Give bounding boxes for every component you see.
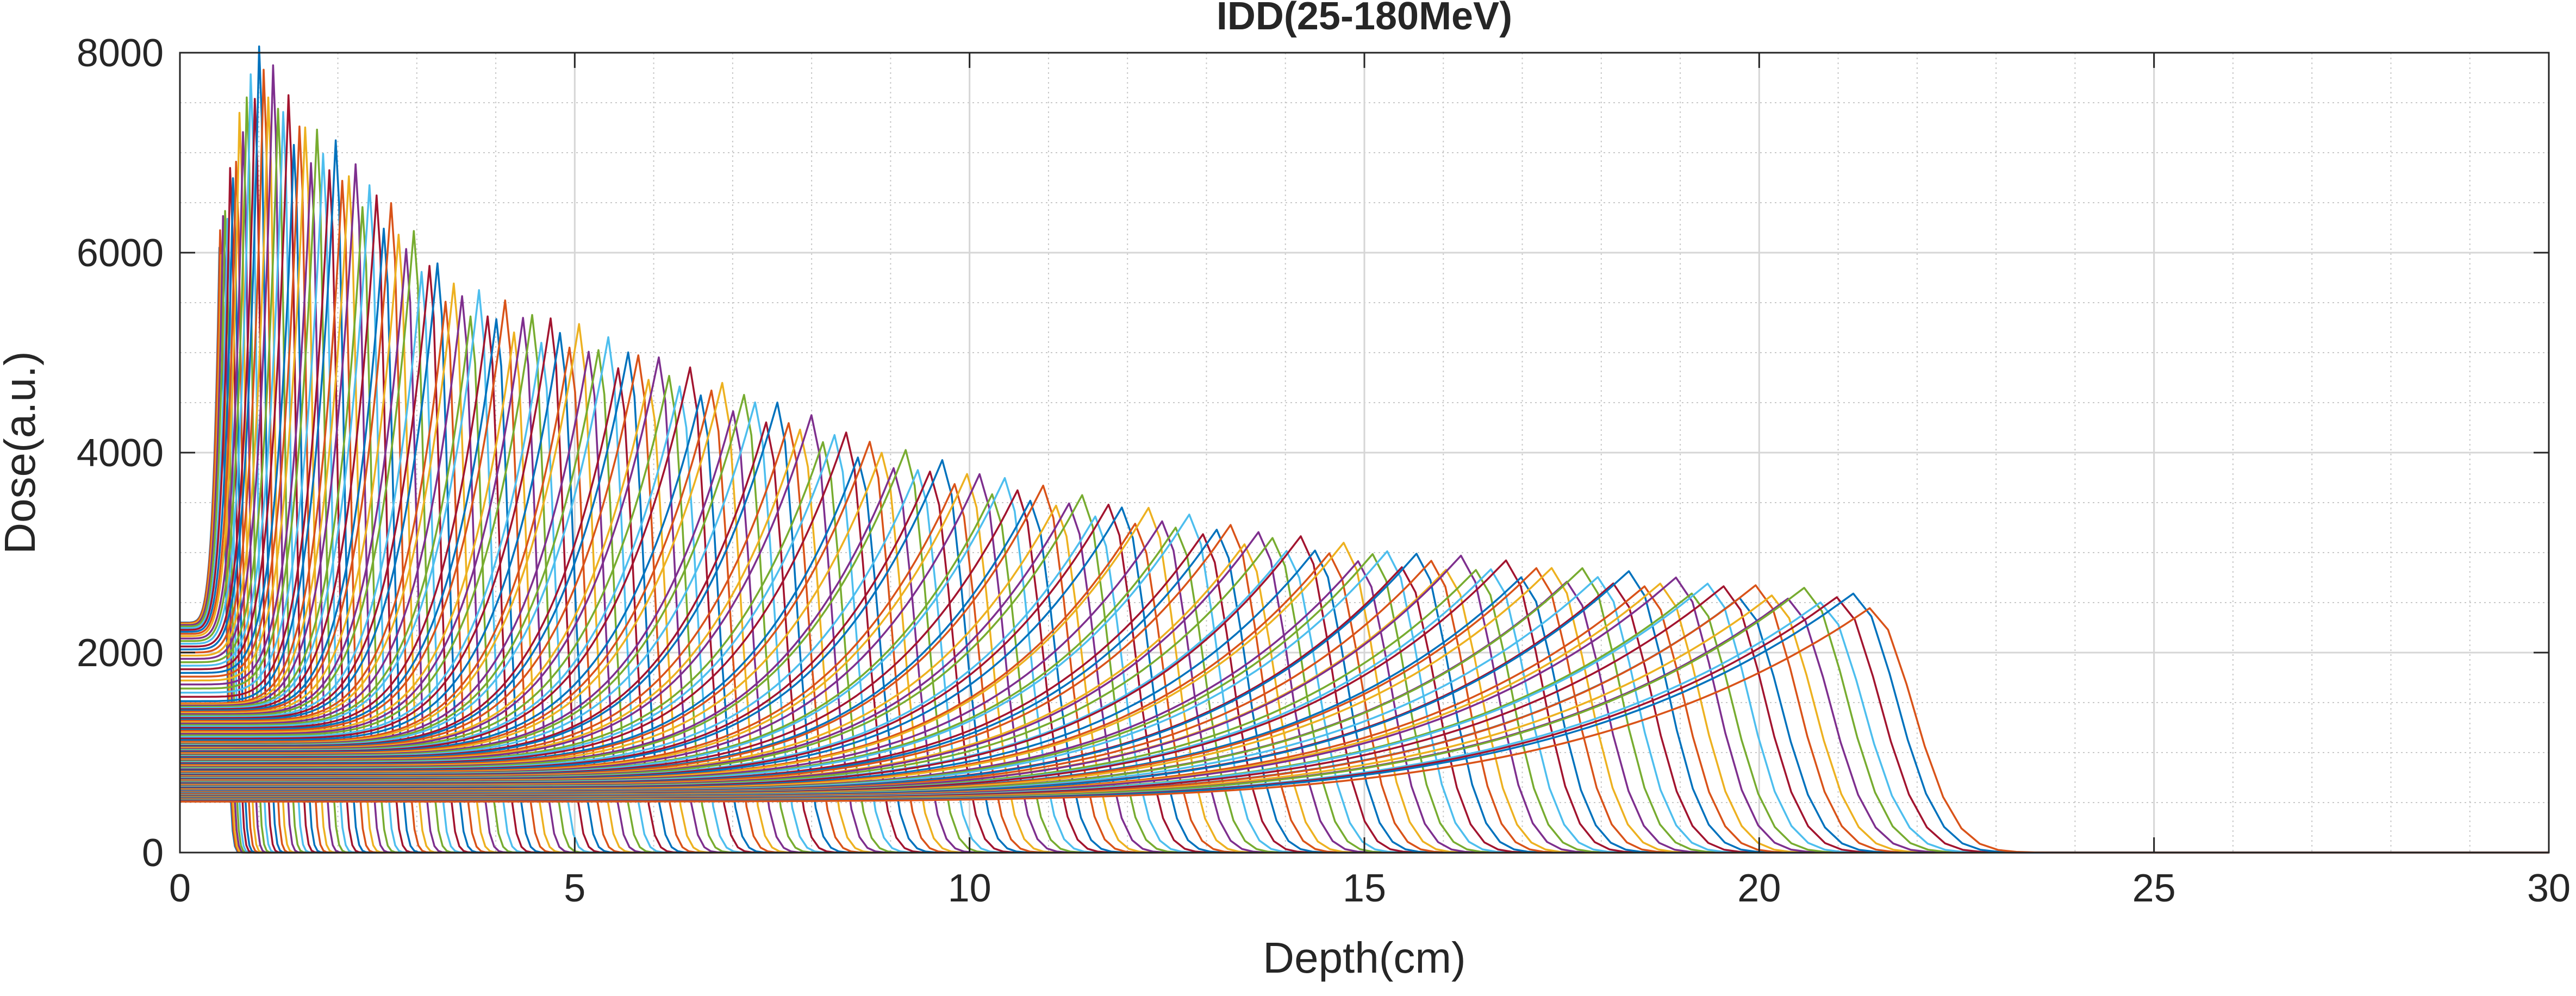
idd-curve: [180, 111, 2549, 854]
x-tick-label: 25: [2132, 867, 2176, 910]
idd-curve: [180, 143, 2549, 854]
x-tick-label: 15: [1343, 867, 1386, 910]
y-tick-label: 2000: [77, 631, 164, 675]
idd-curve: [180, 402, 2549, 854]
x-tick-label: 30: [2527, 867, 2571, 910]
idd-curve: [180, 125, 2549, 854]
idd-curve: [180, 346, 2549, 854]
idd-curve: [180, 331, 2549, 854]
y-tick-label: 4000: [77, 431, 164, 475]
idd-curve: [180, 271, 2549, 854]
idd-curve: [180, 471, 2549, 854]
x-axis-label: Depth(cm): [1263, 934, 1465, 982]
x-tick-label: 10: [948, 867, 991, 910]
idd-curve: [180, 315, 2549, 854]
idd-curve: [180, 282, 2549, 854]
idd-curve: [180, 230, 2549, 854]
idd-curve: [180, 111, 2549, 854]
idd-curve: [180, 94, 2549, 854]
idd-curve: [180, 64, 2549, 854]
idd-curve: [180, 317, 2549, 854]
idd-curve: [180, 153, 2549, 854]
y-tick-labels: 0 2000 4000 6000 8000: [77, 32, 164, 875]
idd-curve: [180, 265, 2549, 854]
idd-curve: [180, 314, 2549, 854]
idd-curve: [180, 126, 2549, 854]
idd-curve: [180, 202, 2549, 854]
idd-curve: [180, 483, 2549, 854]
idd-curve: [180, 342, 2549, 854]
idd-curve: [180, 73, 2549, 854]
idd-curve: [180, 452, 2549, 854]
idd-curve: [180, 459, 2549, 854]
y-tick-label: 6000: [77, 231, 164, 275]
idd-curve: [180, 289, 2549, 854]
idd-curve: [180, 175, 2549, 854]
idd-curve: [180, 449, 2549, 854]
grid-major: [180, 53, 2549, 853]
chart-title: IDD(25-180MeV): [1217, 0, 1512, 38]
idd-curves: [180, 45, 2549, 854]
x-tick-label: 5: [564, 867, 585, 910]
idd-curve: [180, 469, 2549, 854]
idd-curve: [180, 45, 2549, 854]
idd-curve: [180, 108, 2549, 854]
idd-curve: [180, 441, 2549, 854]
idd-curve: [180, 315, 2549, 854]
y-tick-label: 8000: [77, 32, 164, 75]
idd-curve: [180, 299, 2549, 854]
x-tick-label: 20: [1737, 867, 1781, 910]
axis-ticks: [179, 52, 2550, 854]
y-tick-label: 0: [142, 831, 164, 875]
idd-curve: [180, 262, 2549, 854]
idd-curve: [180, 295, 2549, 854]
idd-curve: [180, 318, 2549, 854]
idd-curve: [180, 163, 2549, 854]
idd-curve: [180, 68, 2549, 854]
x-tick-labels: 0 5 10 15 20 25 30: [169, 867, 2571, 910]
idd-curve: [180, 414, 2549, 854]
idd-curve: [180, 179, 2549, 854]
idd-curve: [180, 194, 2549, 854]
idd-curve: [180, 139, 2549, 854]
idd-curve: [180, 431, 2549, 854]
idd-curve: [180, 607, 2549, 854]
idd-curve: [180, 128, 2549, 854]
idd-curve: [180, 184, 2549, 854]
idd-curve: [180, 467, 2549, 854]
idd-curve: [180, 234, 2549, 854]
y-axis-label: Dose(a.u.): [0, 351, 44, 554]
x-tick-label: 0: [169, 867, 191, 910]
